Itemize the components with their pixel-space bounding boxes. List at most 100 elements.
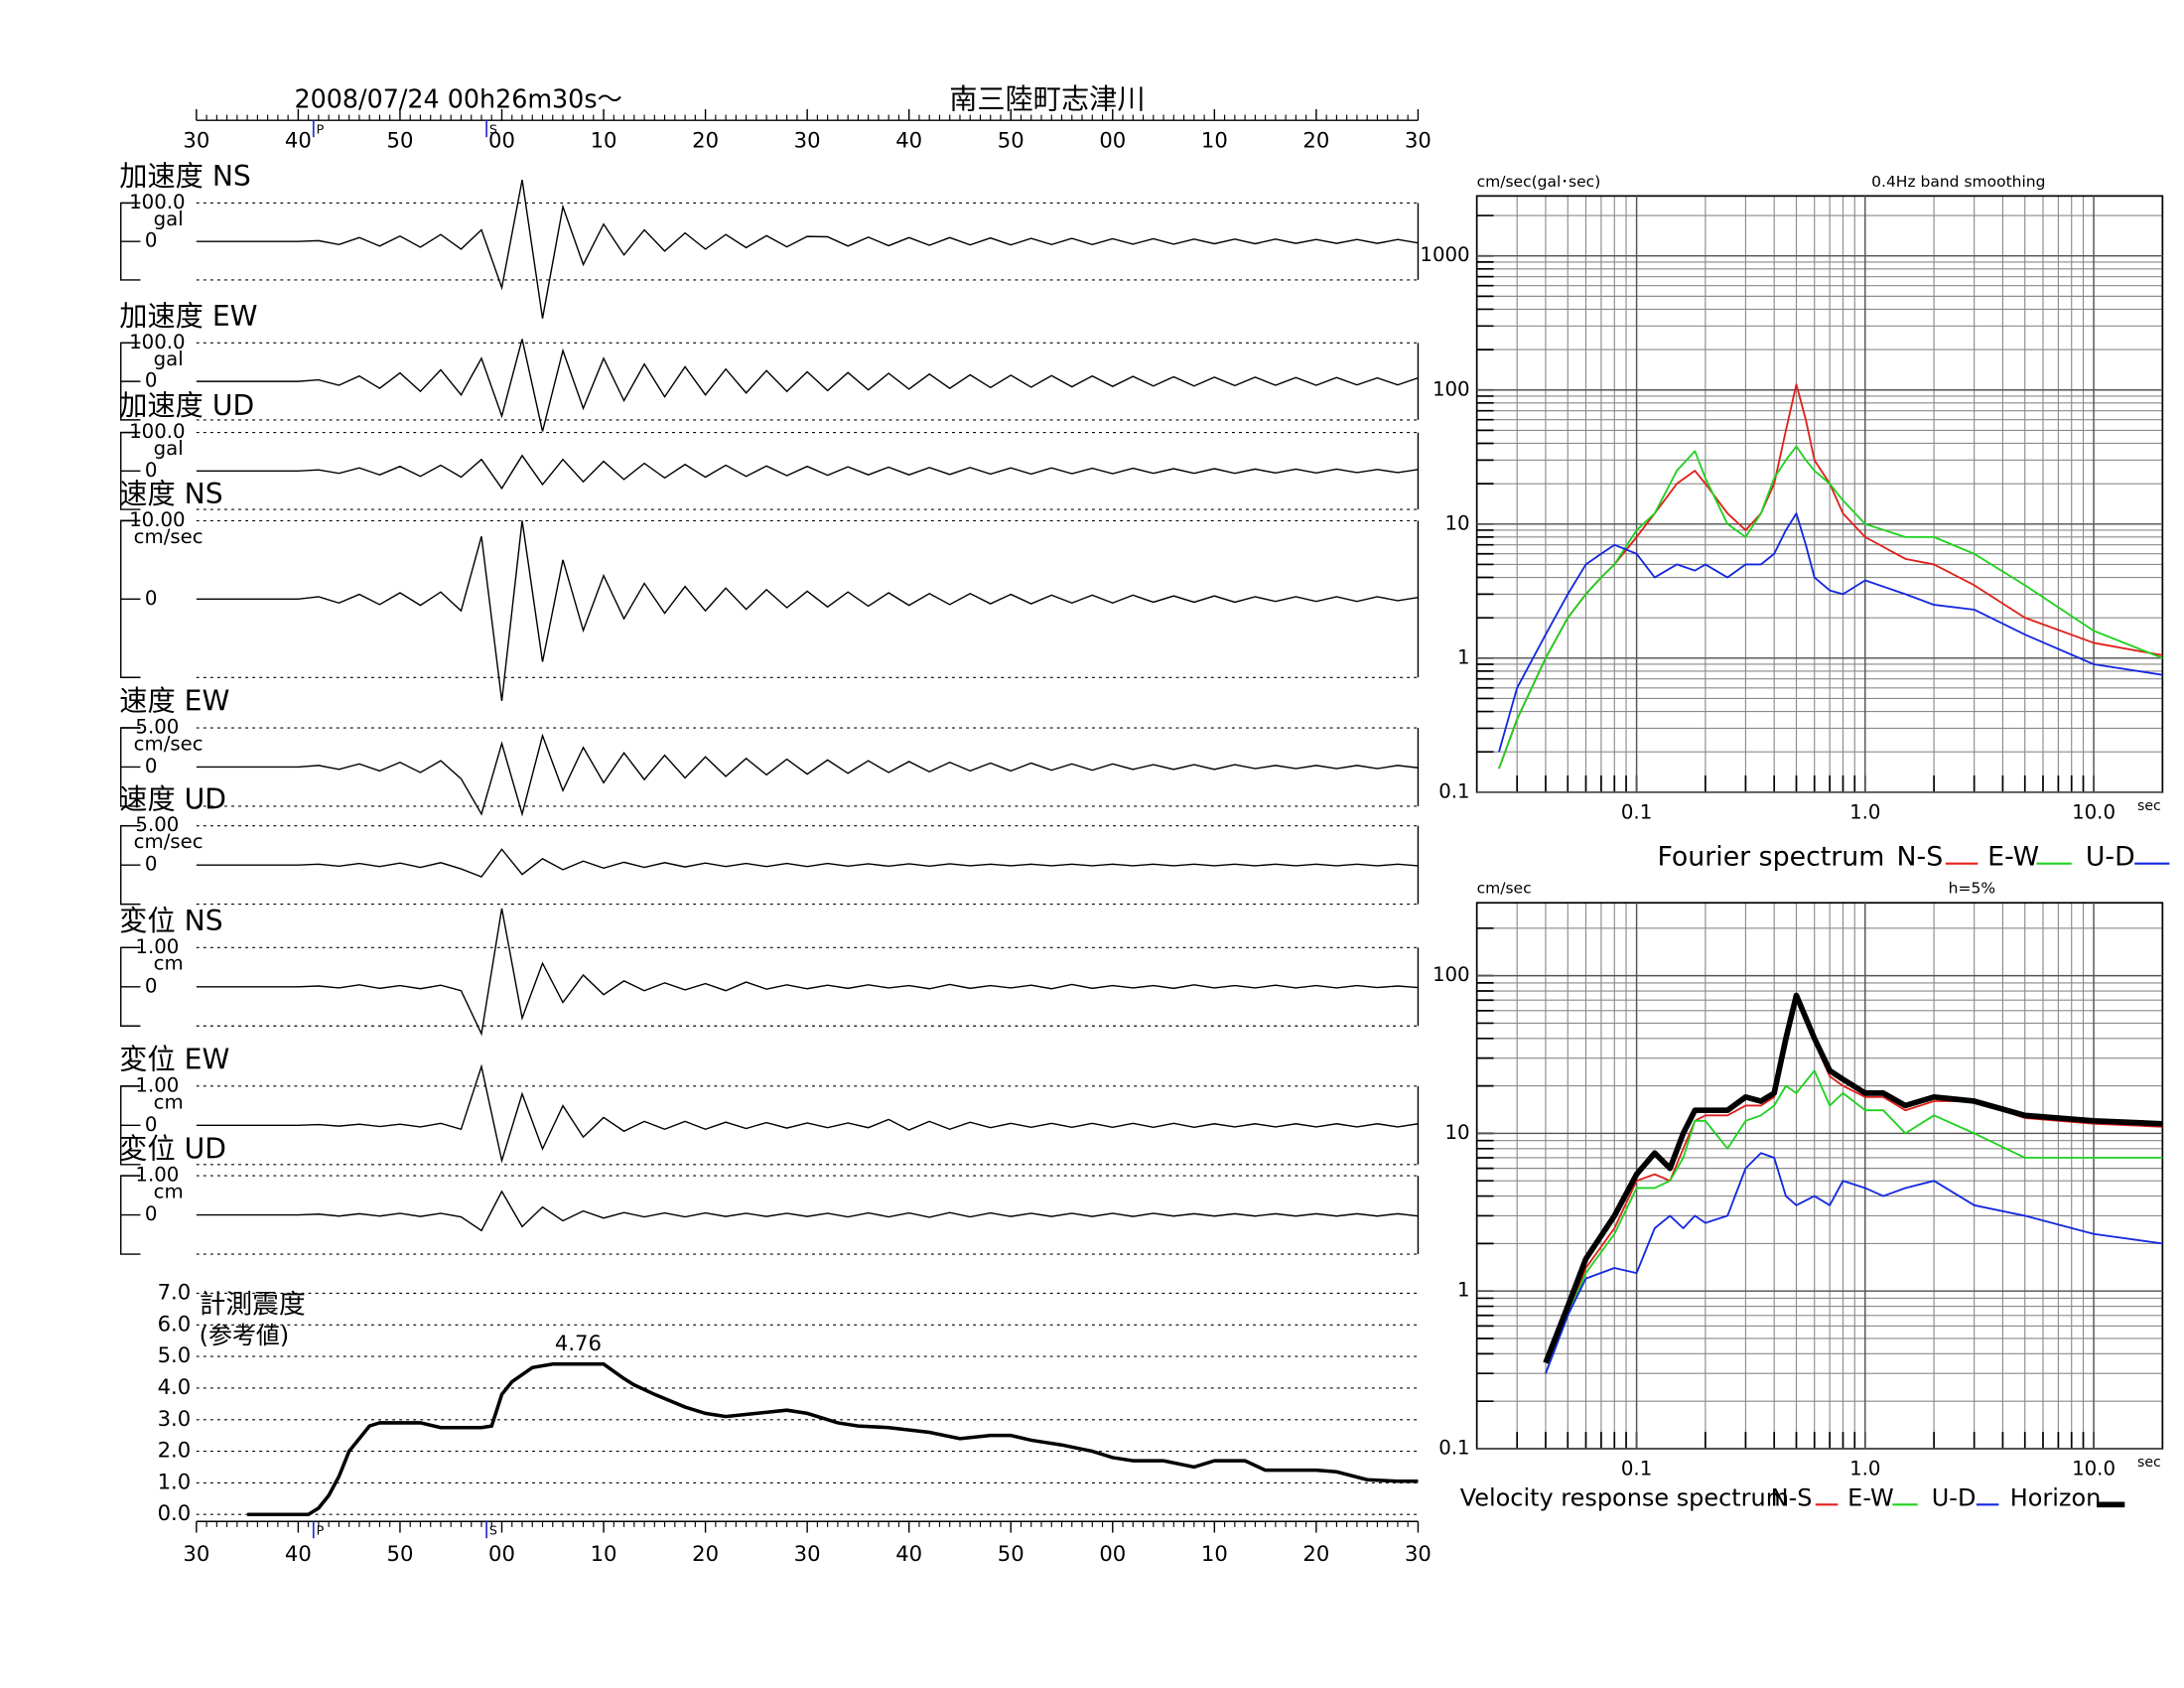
record-time: 2008/07/24 00h26m30s～: [295, 83, 622, 113]
waveform-trace: [196, 180, 1419, 319]
x-tick-label: 40: [285, 1541, 312, 1566]
x-tick-label: 1.0: [1849, 800, 1880, 823]
y-tick-label: 1000: [1420, 243, 1469, 266]
y-tick-label: 1.00: [135, 1164, 179, 1187]
x-tick-label: 40: [285, 127, 312, 152]
y-tick-label: 100: [1433, 963, 1470, 986]
spectrum-line: [1545, 1152, 2163, 1374]
trace-name: 加速度 EW: [119, 300, 257, 333]
y-tick-label: 1: [1457, 1279, 1470, 1302]
x-tick-label: 00: [488, 1541, 515, 1566]
y-tick-label: 10: [1445, 511, 1470, 534]
trace-name: 変位 EW: [119, 1043, 229, 1075]
x-tick-label: 30: [183, 127, 209, 152]
x-tick-label: 40: [895, 127, 922, 152]
legend-label: E-W: [1847, 1484, 1894, 1512]
legend-label: U-D: [2086, 842, 2135, 873]
trace-unit: gal: [154, 437, 184, 460]
waveform-trace: [196, 454, 1419, 491]
y-tick-label: 0.1: [1438, 779, 1469, 802]
trace-unit: cm/sec: [134, 732, 204, 755]
x-tick-label: 50: [386, 1541, 413, 1566]
x-tick-label: 10: [591, 1541, 617, 1566]
trace-name: 変位 NS: [119, 905, 222, 937]
y-tick-label: 0: [145, 755, 158, 777]
y-tick-label: 1.00: [135, 1073, 179, 1096]
spectrum-line: [1498, 512, 2163, 753]
y-tick-label: 0: [145, 587, 158, 610]
y-tick-label: 1.00: [135, 935, 179, 958]
y-tick-label: 1: [1457, 645, 1470, 668]
phase-marker-label: S: [489, 122, 497, 137]
waveform-trace: [196, 520, 1419, 702]
y-tick-label: 0: [145, 853, 158, 876]
legend-label: N-S: [1897, 842, 1944, 873]
x-tick-label: 50: [998, 127, 1024, 152]
y-tick-label: 2.0: [158, 1438, 192, 1463]
waveform-trace: [196, 1190, 1419, 1232]
y-tick-label: 5.00: [135, 716, 179, 739]
y-tick-label: 10: [1445, 1121, 1470, 1144]
x-tick-label: 1.0: [1849, 1458, 1880, 1480]
waveform-trace: [196, 1063, 1419, 1164]
y-tick-label: 10.00: [129, 508, 185, 531]
y-tick-label: 1.0: [158, 1469, 192, 1493]
y-tick-label: 7.0: [158, 1279, 192, 1304]
legend-label: E-W: [1987, 842, 2039, 873]
x-tick-label: 20: [1302, 1541, 1329, 1566]
x-tick-label: 00: [488, 127, 515, 152]
x-tick-label: 40: [895, 1541, 922, 1566]
y-tick-label: 0: [145, 974, 158, 997]
y-tick-label: 0: [145, 229, 158, 252]
waveform-trace: [196, 908, 1419, 1037]
trace-name: 変位 UD: [119, 1133, 226, 1166]
legend-label: N-S: [1771, 1484, 1813, 1512]
waveform-trace: [196, 733, 1419, 817]
spectrum-title: Velocity response spectrum: [1460, 1484, 1789, 1512]
y-tick-label: 100.0: [129, 191, 185, 213]
y-axis-label: cm/sec(gal･sec): [1477, 173, 1601, 191]
trace-unit: cm: [154, 952, 184, 975]
y-tick-label: 0.1: [1438, 1436, 1469, 1459]
y-tick-label: 5.00: [135, 813, 179, 836]
trace-unit: cm/sec: [134, 525, 204, 548]
x-tick-label: 10: [1201, 1541, 1228, 1566]
spectrum-note: 0.4Hz band smoothing: [1871, 173, 2045, 191]
trace-unit: gal: [154, 348, 184, 370]
trace-unit: cm: [154, 1180, 184, 1202]
spectrum-line: [1545, 999, 2163, 1374]
intensity-title: 計測震度: [200, 1290, 306, 1321]
intensity-line: [247, 1361, 1419, 1516]
spectrum-title: Fourier spectrum: [1657, 842, 1884, 873]
y-tick-label: 0: [145, 369, 158, 392]
y-tick-label: 0: [145, 459, 158, 482]
x-tick-label: 30: [183, 1541, 209, 1566]
spectrum-note: h=5%: [1949, 880, 1995, 898]
waveform-trace: [196, 339, 1419, 432]
x-tick-label: 30: [794, 1541, 821, 1566]
y-axis-label: cm/sec: [1477, 880, 1532, 898]
x-axis-label: sec: [2137, 1455, 2161, 1471]
x-tick-label: 20: [1302, 127, 1329, 152]
trace-name: 速度 UD: [119, 782, 226, 815]
phase-marker-label: P: [317, 1523, 325, 1538]
y-tick-label: 100.0: [129, 331, 185, 353]
x-tick-label: 10: [591, 127, 617, 152]
legend-label: U-D: [1932, 1484, 1977, 1512]
phase-marker-label: P: [317, 122, 325, 137]
y-tick-label: 5.0: [158, 1342, 192, 1367]
intensity-subtitle: (参考値): [200, 1322, 290, 1349]
x-tick-label: 00: [1099, 1541, 1126, 1566]
x-tick-label: 50: [998, 1541, 1024, 1566]
x-tick-label: 0.1: [1621, 800, 1652, 823]
x-tick-label: 50: [386, 127, 413, 152]
trace-unit: cm: [154, 1090, 184, 1113]
waveform-trace: [196, 848, 1419, 878]
spectrum-line: [1498, 445, 2163, 770]
x-tick-label: 0.1: [1621, 1458, 1652, 1480]
station-name: 南三陸町志津川: [949, 82, 1145, 115]
x-tick-label: 20: [692, 127, 719, 152]
